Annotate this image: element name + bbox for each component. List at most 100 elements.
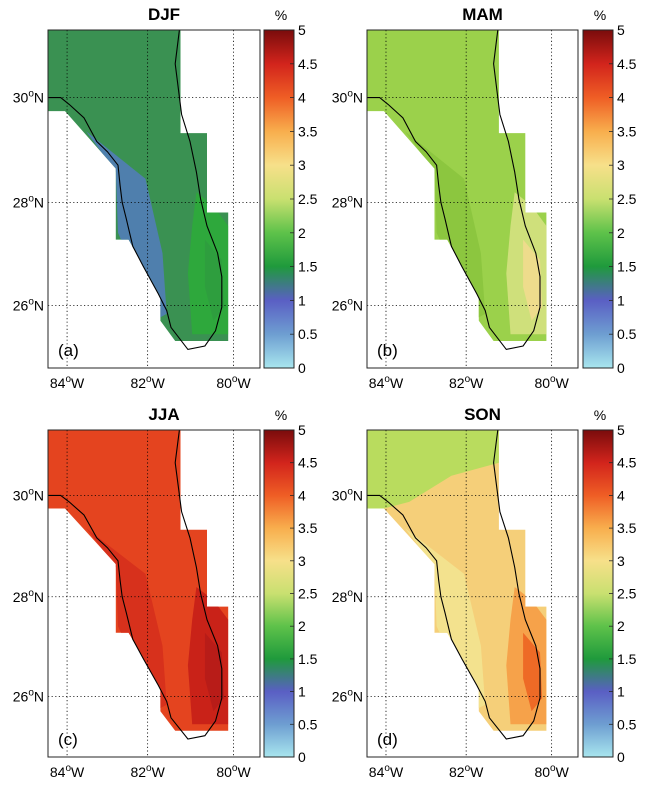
- colorbar-tick-label: 0: [617, 749, 625, 765]
- panel-label: (c): [58, 730, 78, 749]
- colorbar-tick-label: 4: [298, 487, 306, 503]
- colorbar-tick-label: 2: [298, 225, 306, 241]
- colorbar-tick-label: 2: [617, 225, 625, 241]
- panel-son: SON (d) 84oW 82oW 80oW 30oN 28oN 26oN% 0 0.5 1 1.5 2…: [332, 405, 637, 780]
- colorbar-tick-label: 2.5: [298, 191, 318, 207]
- colorbar: [263, 29, 295, 369]
- colorbar-unit: %: [275, 7, 287, 23]
- colorbar-tick-label: 1.5: [298, 651, 318, 667]
- colorbar-tick-label: 1: [298, 684, 306, 700]
- colorbar-tick-label: 0.5: [298, 326, 318, 342]
- colorbar-tick-label: 4.5: [617, 56, 637, 72]
- panel-djf: DJF (a) 84oW 82oW 80oW 30oN 28oN 26oN% 0 0.5 1 1.5 2…: [13, 5, 318, 391]
- colorbar-tick-label: 2.5: [617, 191, 637, 207]
- axes-frame: [47, 29, 261, 369]
- x-tick-label: 82oW: [130, 763, 165, 780]
- panel-title: DJF: [148, 5, 180, 24]
- colorbar-tick-label: 0: [298, 360, 306, 376]
- x-tick-label: 84oW: [50, 763, 85, 780]
- colorbar-tick-label: 3.5: [298, 123, 318, 139]
- map-content: [367, 30, 578, 368]
- colorbar-unit: %: [594, 7, 606, 23]
- colorbar-tick-label: 4: [298, 90, 306, 106]
- x-tick-label: 84oW: [50, 374, 85, 391]
- y-tick-label: 28oN: [13, 193, 44, 210]
- colorbar-tick-label: 4: [617, 90, 625, 106]
- x-tick-label: 84oW: [369, 763, 404, 780]
- colorbar-tick-label: 4.5: [617, 455, 637, 471]
- colorbar-tick-label: 0: [617, 360, 625, 376]
- x-tick-label: 82oW: [130, 374, 165, 391]
- y-tick-label: 30oN: [332, 89, 363, 106]
- x-tick-label: 80oW: [534, 763, 569, 780]
- colorbar-unit: %: [594, 407, 606, 423]
- x-tick-label: 80oW: [216, 374, 251, 391]
- panel-title: JJA: [148, 405, 179, 424]
- y-tick-label: 28oN: [332, 193, 363, 210]
- map-content: [48, 30, 260, 368]
- x-tick-label: 82oW: [449, 763, 484, 780]
- colorbar-tick-label: 2: [617, 618, 625, 634]
- colorbar: [263, 429, 295, 758]
- colorbar-tick-label: 3: [617, 157, 625, 173]
- coastline: [48, 30, 223, 351]
- colorbar-tick-label: 3.5: [617, 520, 637, 536]
- y-tick-label: 26oN: [13, 688, 44, 705]
- y-tick-label: 26oN: [332, 296, 363, 313]
- axes-frame: [47, 429, 261, 758]
- colorbar-tick-label: 1: [617, 684, 625, 700]
- colorbar-tick-label: 5: [617, 422, 625, 438]
- panels-group: DJF (a) 84oW 82oW 80oW 30oN 28oN 26oN% 0 0.5 1 1.5 2…: [13, 5, 637, 780]
- colorbar: [582, 29, 614, 369]
- y-tick-label: 30oN: [332, 486, 363, 503]
- colorbar-tick-label: 0.5: [298, 716, 318, 732]
- axes-frame: [366, 429, 579, 758]
- colorbar-tick-label: 3.5: [617, 123, 637, 139]
- colorbar-tick-label: 0: [298, 749, 306, 765]
- panel-label: (d): [377, 730, 398, 749]
- axes-frame: [366, 29, 579, 369]
- map-content: [367, 430, 578, 757]
- x-tick-label: 82oW: [449, 374, 484, 391]
- y-tick-label: 30oN: [13, 89, 44, 106]
- colorbar-unit: %: [275, 407, 287, 423]
- colorbar-tick-label: 1.5: [298, 259, 318, 275]
- colorbar-tick-label: 5: [298, 422, 306, 438]
- colorbar-tick-label: 3.5: [298, 520, 318, 536]
- panel-label: (a): [58, 341, 79, 360]
- colorbar-tick-label: 3: [298, 553, 306, 569]
- colorbar-tick-label: 1.5: [617, 651, 637, 667]
- colorbar-tick-label: 5: [617, 22, 625, 38]
- map-content: [48, 430, 260, 757]
- panel-mam: MAM (b) 84oW 82oW 80oW 30oN 28oN 26oN% 0 0.5 1 1.5 2…: [332, 5, 637, 391]
- colorbar-tick-label: 1.5: [617, 259, 637, 275]
- coastline: [367, 30, 541, 351]
- colorbar-tick-label: 0.5: [617, 326, 637, 342]
- coastline: [367, 430, 541, 740]
- colorbar-tick-label: 4: [617, 487, 625, 503]
- colorbar-tick-label: 1: [617, 292, 625, 308]
- colorbar-tick-label: 0.5: [617, 716, 637, 732]
- x-tick-label: 80oW: [216, 763, 251, 780]
- colorbar-tick-label: 3: [617, 553, 625, 569]
- colorbar-tick-label: 2.5: [298, 586, 318, 602]
- x-tick-label: 80oW: [534, 374, 569, 391]
- y-tick-label: 28oN: [332, 588, 363, 605]
- panel-title: SON: [464, 405, 501, 424]
- y-tick-label: 28oN: [13, 588, 44, 605]
- colorbar-tick-label: 5: [298, 22, 306, 38]
- colorbar-tick-label: 2: [298, 618, 306, 634]
- y-tick-label: 26oN: [13, 296, 44, 313]
- contour-north: [367, 430, 499, 509]
- colorbar-tick-label: 2.5: [617, 586, 637, 602]
- colorbar-tick-label: 4.5: [298, 455, 318, 471]
- colorbar: [582, 429, 614, 758]
- y-tick-label: 30oN: [13, 486, 44, 503]
- colorbar-tick-label: 3: [298, 157, 306, 173]
- colorbar-tick-label: 1: [298, 292, 306, 308]
- panel-jja: JJA (c) 84oW 82oW 80oW 30oN 28oN 26oN% 0 0.5 1 1.5 2…: [13, 405, 318, 780]
- y-tick-label: 26oN: [332, 688, 363, 705]
- coastline: [48, 430, 223, 740]
- x-tick-label: 84oW: [369, 374, 404, 391]
